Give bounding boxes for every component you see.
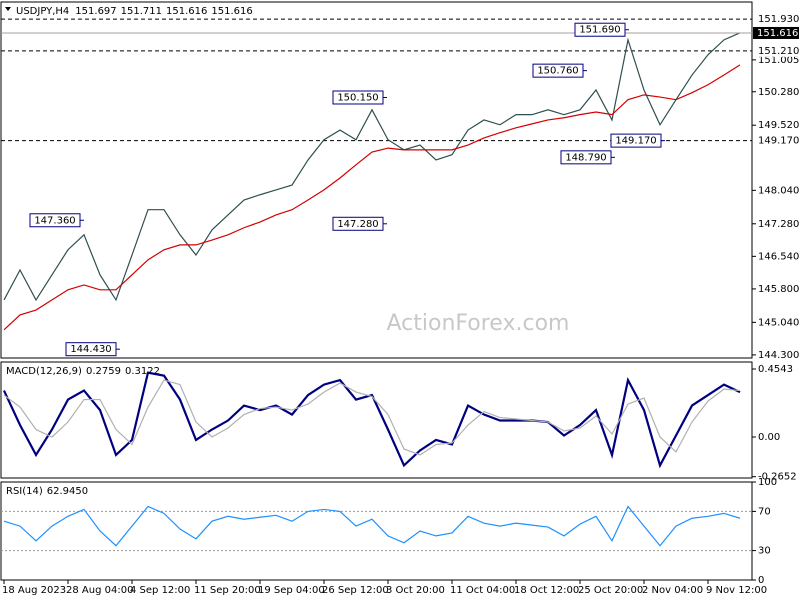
level-label: 151.210 — [758, 46, 799, 57]
series-line — [3, 379, 741, 456]
last-price-box — [753, 26, 799, 39]
x-tick-label: 25 Oct 20:00 — [578, 585, 643, 596]
y-tick-label: 0.00 — [758, 432, 780, 443]
y-tick-label: 146.540 — [758, 251, 799, 262]
x-tick-label: 26 Sep 12:00 — [322, 585, 389, 596]
indicator-value: 0.3122 — [125, 366, 160, 377]
series-line — [3, 505, 741, 547]
annotation-box — [532, 63, 584, 78]
y-tick-label: 151.005 — [758, 55, 799, 66]
y-tick-label: 100 — [758, 477, 777, 488]
level-label-bg — [754, 44, 800, 57]
x-tick-label: 11 Sep 20:00 — [194, 585, 261, 596]
annotation-label: 147.360 — [34, 215, 75, 226]
annotation-box — [332, 90, 384, 105]
annotation-box — [332, 216, 384, 231]
x-tick-label: 18 Oct 12:00 — [514, 585, 579, 596]
level-label: 151.930 — [758, 14, 799, 25]
y-tick-label: 0.4543 — [758, 364, 793, 375]
indicator-value: 0.2759 — [86, 366, 121, 377]
menu-arrow — [5, 7, 11, 11]
annotation-label: 148.790 — [565, 152, 606, 163]
series-line — [3, 371, 741, 469]
x-tick-label: 4 Sep 12:00 — [130, 585, 190, 596]
panel-frame — [0, 481, 753, 581]
indicator-value: 62.9450 — [47, 486, 88, 497]
watermark: ActionForex.com — [387, 311, 570, 336]
ohlc-value: 151.711 — [121, 6, 162, 17]
indicator-name: RSI(14) — [6, 486, 43, 497]
y-tick-label: 30 — [758, 546, 771, 557]
panel-frame — [0, 361, 753, 479]
x-tick-label: 28 Aug 04:00 — [66, 585, 133, 596]
annotation-box — [65, 342, 117, 357]
annotation-label: 150.150 — [337, 92, 378, 103]
y-tick-label: 150.280 — [758, 87, 799, 98]
annotation-label: 150.760 — [537, 66, 578, 77]
panel-title: USDJPY,H4 151.697 151.711 151.616 151.616 — [16, 6, 253, 17]
x-tick-label: 3 Oct 20:00 — [386, 585, 445, 596]
x-tick-label: 11 Oct 04:00 — [450, 585, 515, 596]
indicator-name: MACD(12,26,9) — [6, 366, 82, 377]
level-label: 149.170 — [758, 136, 799, 147]
y-tick-label: 0 — [758, 575, 764, 586]
annotation-box — [610, 133, 662, 148]
annotation-box — [29, 213, 81, 228]
annotation-label: 144.430 — [70, 344, 111, 355]
y-tick-label: 147.280 — [758, 219, 799, 230]
y-tick-label: 144.300 — [758, 350, 799, 361]
annotation-box — [574, 22, 626, 37]
panel-frame — [0, 1, 753, 359]
y-tick-label: -0.2652 — [758, 472, 797, 483]
level-label-bg — [754, 13, 800, 26]
x-tick-label: 2 Nov 04:00 — [642, 585, 703, 596]
panel-title: MACD(12,26,9) 0.2759 0.3122 — [6, 366, 160, 377]
series-line — [3, 64, 741, 331]
ohlc-value: 151.697 — [75, 6, 116, 17]
symbol: USDJPY,H4 — [16, 6, 69, 17]
x-tick-label: 18 Aug 2023 — [2, 585, 66, 596]
level-label-bg — [754, 134, 800, 147]
ohlc-value: 151.616 — [166, 6, 207, 17]
ohlc-value: 151.616 — [211, 6, 252, 17]
series-line — [3, 32, 741, 302]
annotation-label: 151.690 — [579, 25, 620, 36]
y-tick-label: 145.040 — [758, 317, 799, 328]
annotation-label: 147.280 — [337, 219, 378, 230]
y-tick-label: 148.040 — [758, 185, 799, 196]
x-tick-label: 9 Nov 12:00 — [706, 585, 767, 596]
panel-title: RSI(14) 62.9450 — [6, 486, 88, 497]
annotation-box — [560, 150, 612, 165]
last-price-label: 151.616 — [757, 28, 798, 39]
x-tick-label: 19 Sep 04:00 — [258, 585, 325, 596]
y-tick-label: 145.800 — [758, 284, 799, 295]
y-tick-label: 70 — [758, 506, 771, 517]
annotation-label: 149.170 — [615, 136, 656, 147]
y-tick-label: 149.520 — [758, 120, 799, 131]
